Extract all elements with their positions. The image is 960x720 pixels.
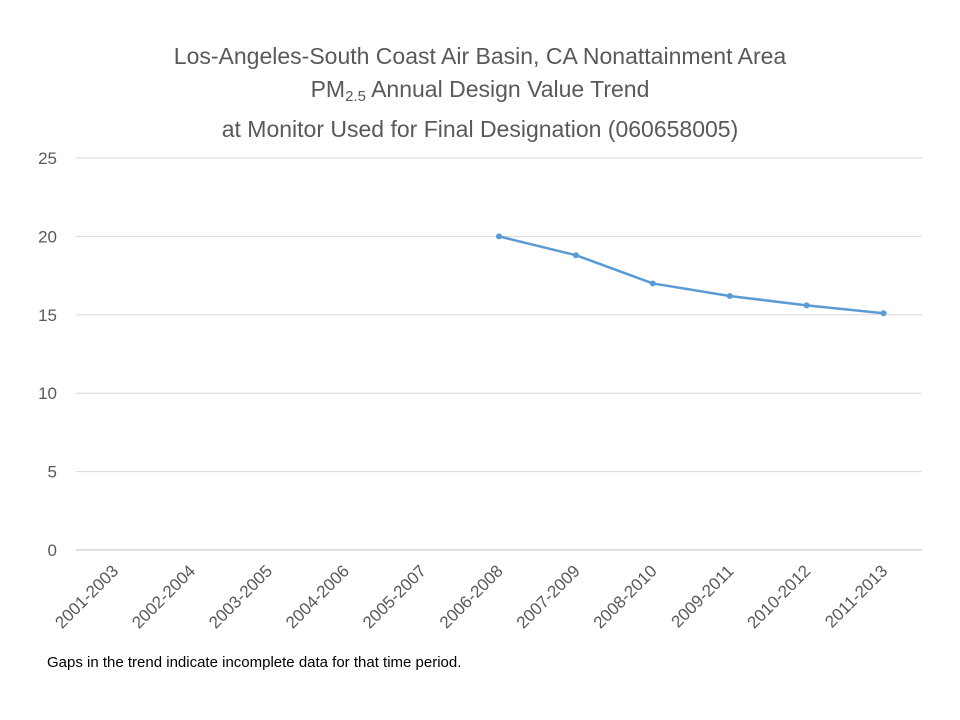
gridlines bbox=[76, 157, 922, 551]
title-trend-suffix: Annual Design Value Trend bbox=[365, 76, 650, 102]
series-layer bbox=[496, 233, 887, 317]
title-pm-subscript: 2.5 bbox=[345, 88, 366, 105]
footnote: Gaps in the trend indicate incomplete da… bbox=[47, 654, 462, 671]
x-tick-label: 2001-2003 bbox=[51, 561, 122, 632]
x-axis-tick-labels: 2001-2003 2002-2004 2003-2005 2004-2006 2005… bbox=[51, 561, 891, 632]
x-tick-label: 2002-2004 bbox=[128, 561, 199, 632]
title-pm-prefix: PM bbox=[310, 76, 346, 102]
data-point bbox=[803, 302, 810, 309]
series-line bbox=[498, 235, 884, 315]
data-point bbox=[496, 233, 502, 240]
x-tick-label: 2010-2012 bbox=[744, 561, 815, 632]
y-axis-tick-labels: 0 5 10 15 20 25 bbox=[38, 149, 57, 560]
x-tick-label: 2007-2009 bbox=[513, 561, 584, 632]
x-tick-label: 2005-2007 bbox=[359, 561, 430, 632]
y-tick-label: 0 bbox=[48, 541, 57, 560]
data-point bbox=[572, 252, 579, 259]
y-tick-label: 20 bbox=[38, 227, 57, 246]
y-tick-label: 10 bbox=[38, 384, 57, 403]
x-tick-label: 2004-2006 bbox=[282, 561, 353, 632]
data-point bbox=[880, 310, 887, 317]
x-tick-label: 2009-2011 bbox=[668, 561, 738, 631]
x-tick-label: 2003-2005 bbox=[205, 561, 276, 632]
data-point bbox=[649, 280, 656, 287]
chart-title-line-2: PM2.5 Annual Design Value Trend bbox=[0, 73, 960, 113]
chart-title-line-3: at Monitor Used for Final Designation (0… bbox=[221, 116, 739, 142]
y-tick-label: 5 bbox=[48, 463, 57, 482]
x-tick-label: 2011-2013 bbox=[821, 561, 891, 631]
chart-title: Los-Angeles-South Coast Air Basin, CA No… bbox=[0, 40, 960, 146]
x-tick-label: 2008-2010 bbox=[590, 561, 661, 632]
chart-title-line-1: Los-Angeles-South Coast Air Basin, CA No… bbox=[173, 43, 787, 69]
y-tick-label: 25 bbox=[38, 149, 57, 168]
data-point bbox=[726, 292, 733, 299]
y-tick-label: 15 bbox=[38, 306, 57, 325]
x-tick-label: 2006-2008 bbox=[436, 561, 507, 632]
